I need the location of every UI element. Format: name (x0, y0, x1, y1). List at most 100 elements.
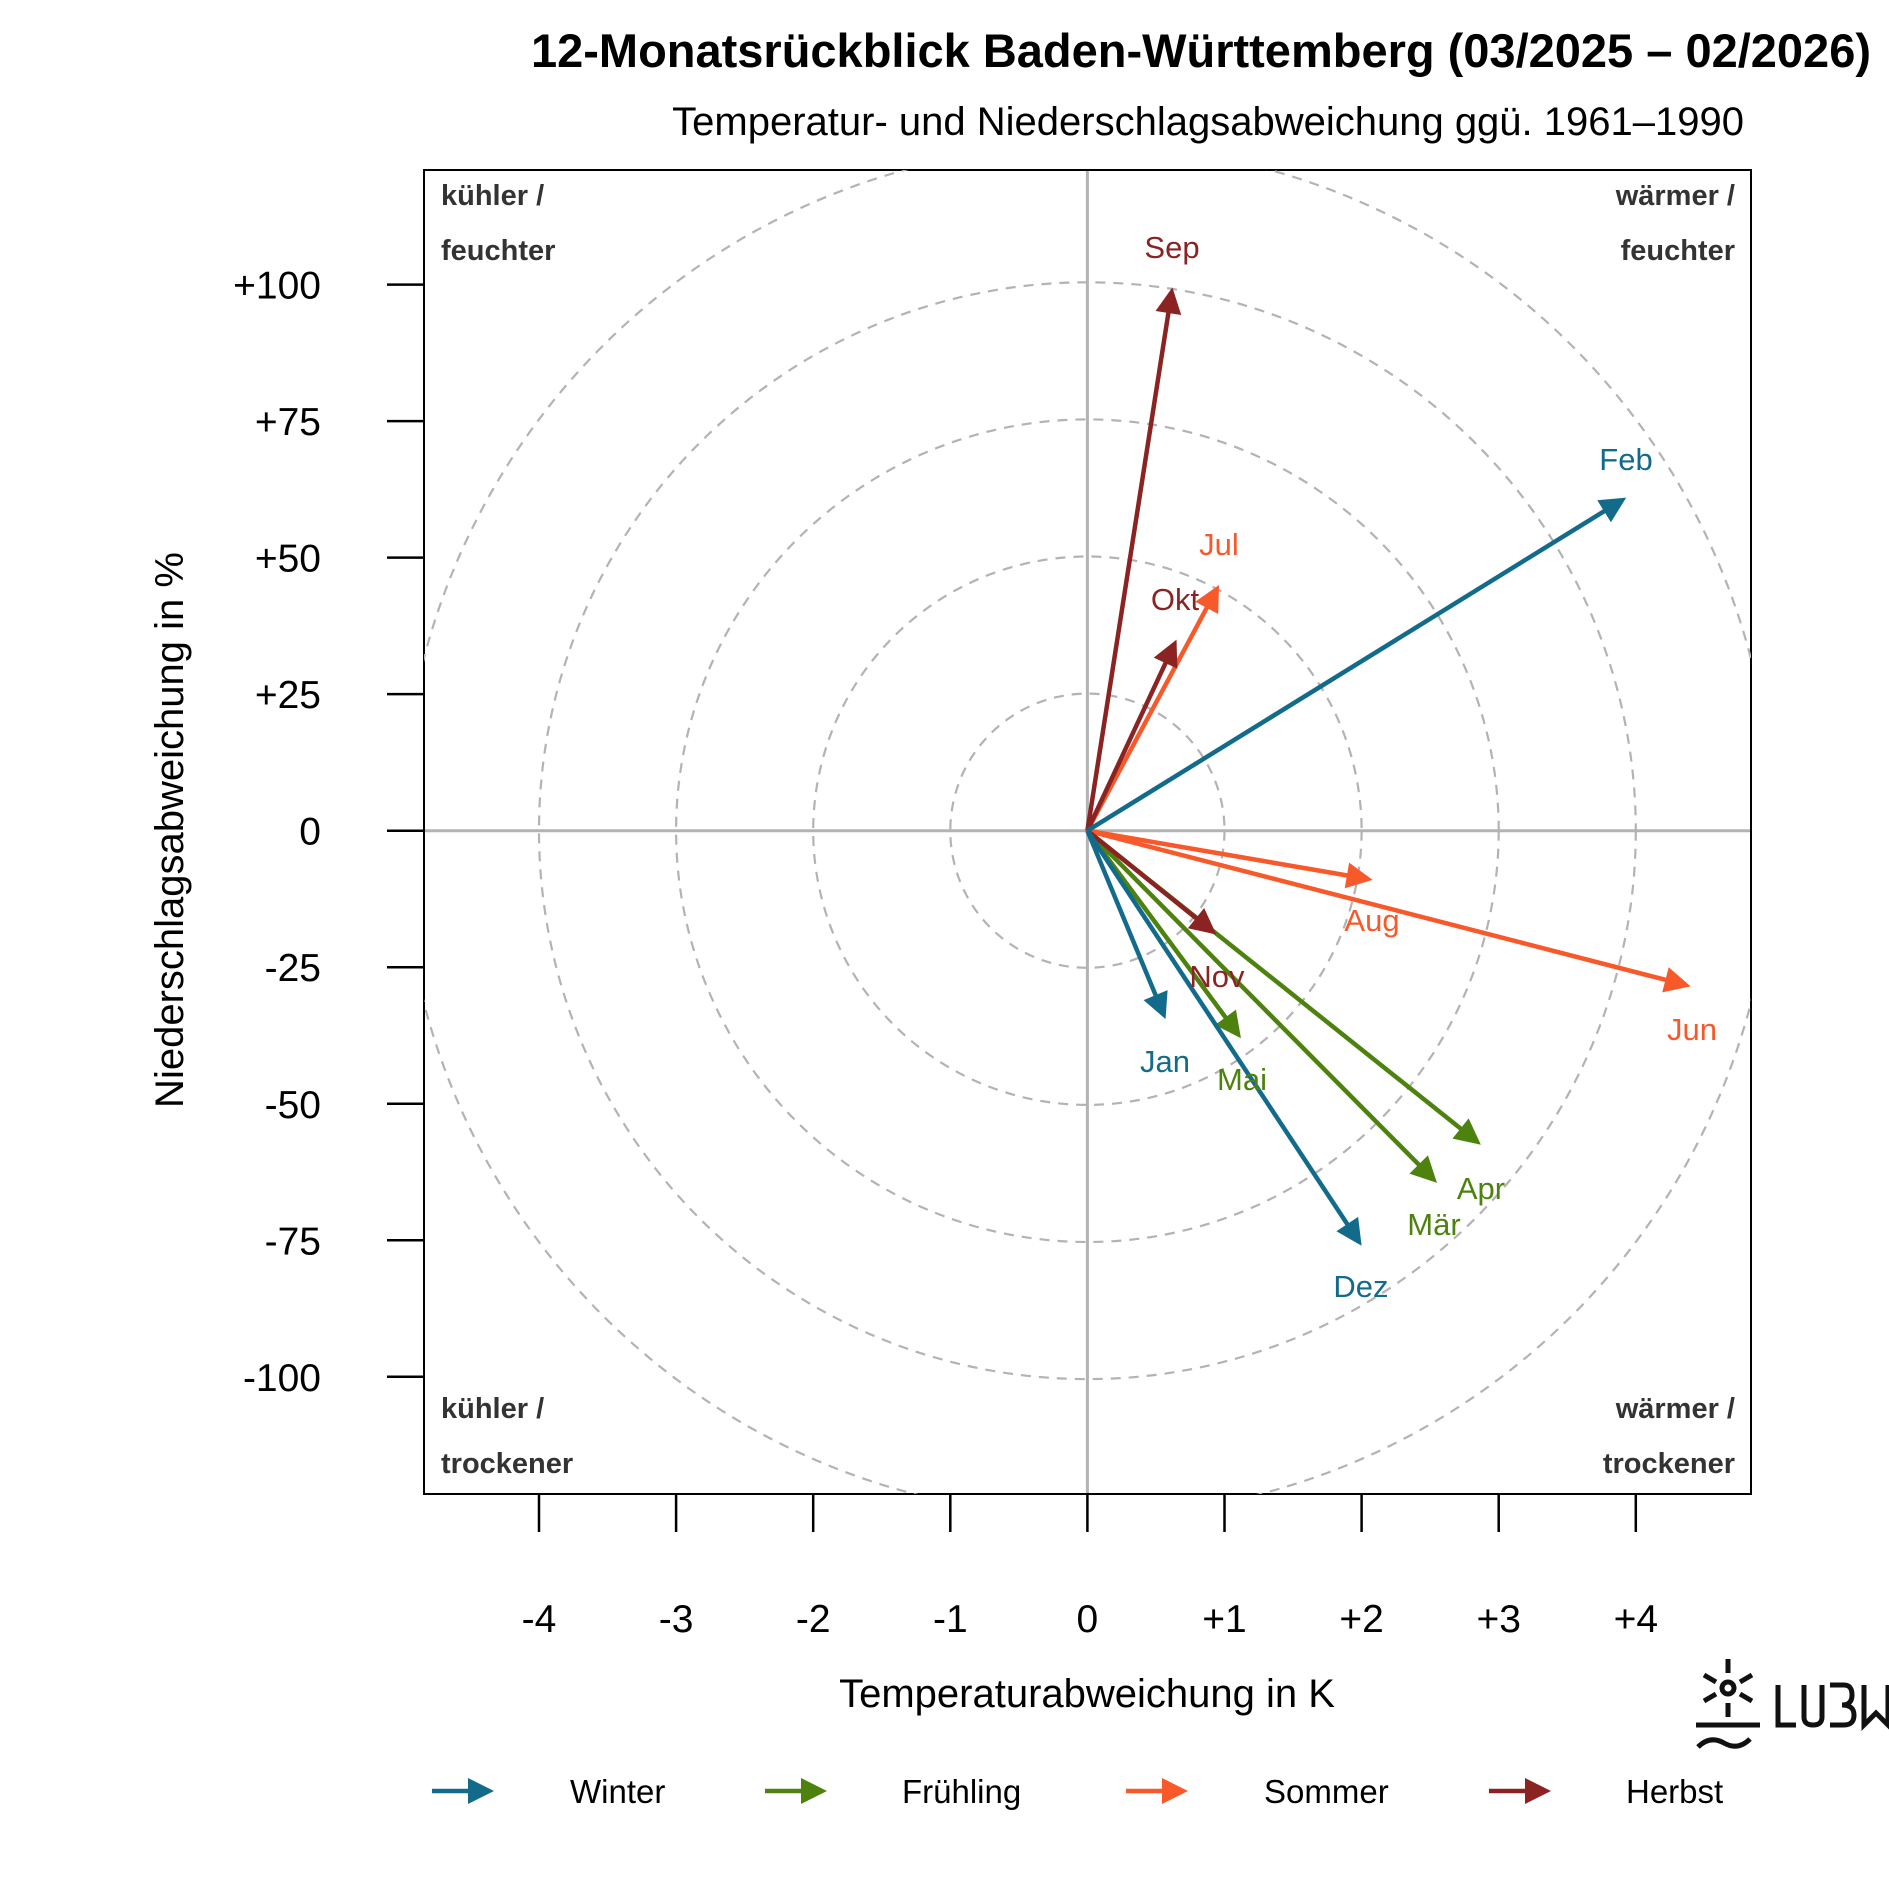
x-axis: -4 -3 -2 -1 0 +1 +2 +3 +4 (522, 1494, 1658, 1641)
x-tick-label: +1 (1202, 1598, 1246, 1641)
arrow-head (1155, 287, 1182, 316)
x-tick-label: +2 (1339, 1598, 1383, 1641)
quadrant-label-top-right: wärmer / (1615, 180, 1735, 212)
x-axis-title: Temperaturabweichung in K (839, 1672, 1335, 1716)
month-label-mär: Mär (1407, 1207, 1460, 1242)
arrow-feb (1086, 497, 1627, 833)
arrow-head (1409, 1155, 1438, 1183)
month-label-jun: Jun (1667, 1012, 1717, 1047)
arrow-sep (1085, 287, 1182, 832)
reference-circles (424, 170, 1751, 1494)
arrow-shaft (1086, 508, 1607, 833)
y-tick-label: -100 (243, 1357, 321, 1400)
arrow-head (1597, 497, 1627, 523)
arrow-head (1344, 862, 1373, 889)
arrow-head (1187, 908, 1217, 935)
arrow-jan (1085, 829, 1168, 1020)
month-label-apr: Apr (1457, 1171, 1505, 1206)
arrow-shaft (1085, 310, 1171, 832)
x-tick-label: -2 (796, 1598, 831, 1641)
arrow-head (1195, 584, 1220, 615)
arrow-head (1153, 639, 1178, 669)
legend-label: Herbst (1626, 1773, 1723, 1810)
y-tick-label: +100 (233, 265, 321, 308)
y-tick-label: +25 (255, 674, 321, 717)
legend-arrow-icon (1489, 1778, 1551, 1804)
arrow-aug (1087, 828, 1373, 889)
quadrant-label-top-left: kühler / (441, 180, 544, 212)
arrow-head (801, 1778, 827, 1804)
x-tick-label: +4 (1614, 1598, 1658, 1641)
y-tick-label: -25 (265, 947, 321, 990)
legend-item-frühling: Frühling (765, 1773, 1021, 1810)
arrow-shaft (1085, 829, 1351, 1227)
y-tick-label: -50 (265, 1084, 321, 1127)
legend-label: Winter (570, 1773, 665, 1810)
legend-item-sommer: Sommer (1126, 1773, 1389, 1810)
arrow-head (1662, 967, 1691, 993)
arrow-head (1162, 1778, 1188, 1804)
y-tick-label: +75 (255, 401, 321, 444)
month-label-aug: Aug (1344, 903, 1399, 938)
y-tick-label: -75 (265, 1220, 321, 1263)
quadrant-label-bottom-left: kühler / (441, 1393, 544, 1425)
arrows (1085, 287, 1691, 1246)
x-tick-label: -3 (659, 1598, 694, 1641)
month-label-nov: Nov (1189, 959, 1245, 994)
arrow-head (1525, 1778, 1551, 1804)
x-tick-label: -4 (522, 1598, 557, 1641)
reference-circle (812, 555, 1363, 1107)
arrow-okt (1085, 639, 1178, 832)
reference-circle (537, 281, 1637, 1381)
month-label-dez: Dez (1333, 1269, 1388, 1304)
y-tick-label: +50 (255, 538, 321, 581)
arrow-head (1143, 990, 1168, 1020)
month-label-sep: Sep (1144, 230, 1199, 265)
y-axis: +100 +75 +50 +25 0 -25 -50 -75 -100 (233, 265, 424, 1400)
reference-circle (675, 418, 1500, 1244)
quadrant-labels: kühler / feuchter wärmer / feuchter kühler /… (441, 180, 1735, 1480)
arrow-shaft (1085, 660, 1169, 832)
arrow-shaft (1085, 829, 1159, 998)
quadrant-label-bottom-left: trockener (441, 1448, 573, 1480)
lubw-logo (1696, 1659, 1889, 1749)
month-label-jan: Jan (1140, 1044, 1190, 1079)
arrow-shaft (1085, 828, 1199, 922)
month-label-okt: Okt (1151, 582, 1200, 617)
arrow-shaft (1085, 829, 1422, 1168)
quadrant-label-bottom-right: trockener (1603, 1448, 1735, 1480)
arrow-dez (1085, 829, 1362, 1246)
legend-arrow-icon (765, 1778, 827, 1804)
y-tick-label: 0 (299, 811, 321, 854)
quadrant-label-top-right: feuchter (1621, 235, 1735, 267)
arrow-head (1452, 1118, 1481, 1145)
legend-item-herbst: Herbst (1489, 1773, 1723, 1810)
arrow-head (1336, 1216, 1362, 1246)
arrow-mär (1085, 829, 1438, 1183)
x-tick-label: 0 (1077, 1598, 1099, 1641)
x-tick-label: +3 (1476, 1598, 1520, 1641)
legend-label: Sommer (1264, 1773, 1389, 1810)
y-axis-title: Niederschlagsabweichung in % (148, 552, 192, 1108)
arrow-shaft (1087, 828, 1350, 878)
chart-subtitle: Temperatur- und Niederschlagsabweichung … (672, 100, 1744, 144)
legend-arrow-icon (1126, 1778, 1188, 1804)
legend: Winter Frühling Sommer Herbst (432, 1773, 1723, 1810)
arrow-head (1215, 1009, 1241, 1039)
arrow-nov (1085, 828, 1217, 935)
chart-title: 12-Monatsrückblick Baden-Württemberg (03… (531, 24, 1871, 77)
arrow-shaft (1085, 605, 1210, 832)
month-label-feb: Feb (1599, 442, 1652, 477)
month-label-jul: Jul (1199, 527, 1239, 562)
month-label-mai: Mai (1217, 1062, 1267, 1097)
legend-label: Frühling (902, 1773, 1021, 1810)
quadrant-label-top-left: feuchter (441, 235, 555, 267)
arrow-jun (1086, 828, 1691, 993)
x-tick-label: -1 (933, 1598, 968, 1641)
arrow-shaft (1086, 828, 1668, 983)
arrow-jul (1085, 584, 1220, 832)
arrow-head (468, 1778, 494, 1804)
quadrant-label-bottom-right: wärmer / (1615, 1393, 1735, 1425)
